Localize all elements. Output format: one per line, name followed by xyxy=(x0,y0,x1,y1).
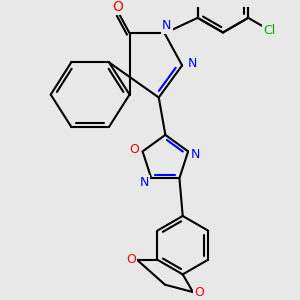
Text: O: O xyxy=(112,0,123,14)
Text: O: O xyxy=(129,143,139,157)
Text: N: N xyxy=(162,20,172,32)
Text: N: N xyxy=(139,176,149,189)
Text: Cl: Cl xyxy=(264,24,276,37)
Text: N: N xyxy=(188,57,197,70)
Text: O: O xyxy=(194,286,204,298)
Text: O: O xyxy=(126,253,136,266)
Text: N: N xyxy=(191,148,200,161)
